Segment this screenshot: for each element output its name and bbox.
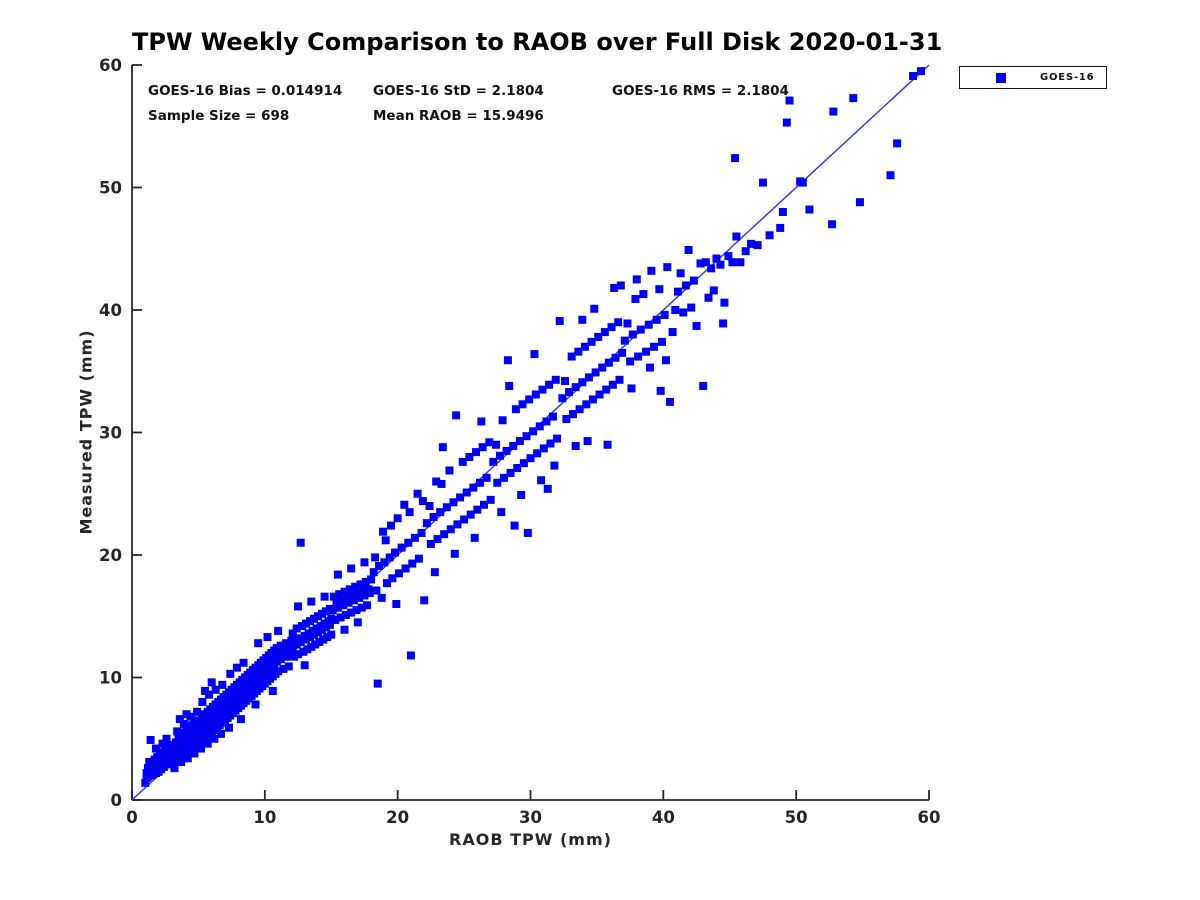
svg-text:10: 10 bbox=[253, 808, 276, 827]
svg-text:40: 40 bbox=[99, 301, 122, 320]
stat-rms: GOES-16 RMS = 2.1804 bbox=[612, 83, 789, 99]
stat-mean-raob: Mean RAOB = 15.9496 bbox=[373, 108, 544, 124]
axis-tick-labels: 0 10 20 30 40 50 60 0 10 20 30 40 50 60 bbox=[99, 56, 940, 827]
svg-text:10: 10 bbox=[99, 669, 122, 688]
svg-text:20: 20 bbox=[386, 808, 409, 827]
x-axis-label: RAOB TPW (mm) bbox=[449, 830, 612, 849]
chart-title: TPW Weekly Comparison to RAOB over Full … bbox=[132, 28, 943, 56]
stat-bias: GOES-16 Bias = 0.014914 bbox=[148, 83, 343, 99]
svg-text:30: 30 bbox=[519, 808, 542, 827]
legend-series-label: GOES-16 bbox=[1040, 72, 1095, 83]
stat-std: GOES-16 StD = 2.1804 bbox=[373, 83, 544, 99]
svg-text:0: 0 bbox=[126, 808, 137, 827]
y-axis-label: Measured TPW (mm) bbox=[76, 329, 96, 535]
legend-marker-square bbox=[996, 72, 1006, 83]
svg-text:50: 50 bbox=[785, 808, 808, 827]
svg-text:60: 60 bbox=[918, 808, 941, 827]
svg-text:30: 30 bbox=[99, 424, 122, 443]
stat-sample-size: Sample Size = 698 bbox=[148, 108, 290, 124]
axis-ticks bbox=[131, 64, 930, 801]
svg-text:20: 20 bbox=[99, 546, 122, 565]
svg-text:0: 0 bbox=[111, 791, 122, 810]
legend-box: GOES-16 bbox=[959, 66, 1107, 89]
svg-text:40: 40 bbox=[652, 808, 675, 827]
svg-text:60: 60 bbox=[99, 56, 122, 75]
svg-text:50: 50 bbox=[99, 179, 122, 198]
scatter-points bbox=[141, 67, 926, 787]
